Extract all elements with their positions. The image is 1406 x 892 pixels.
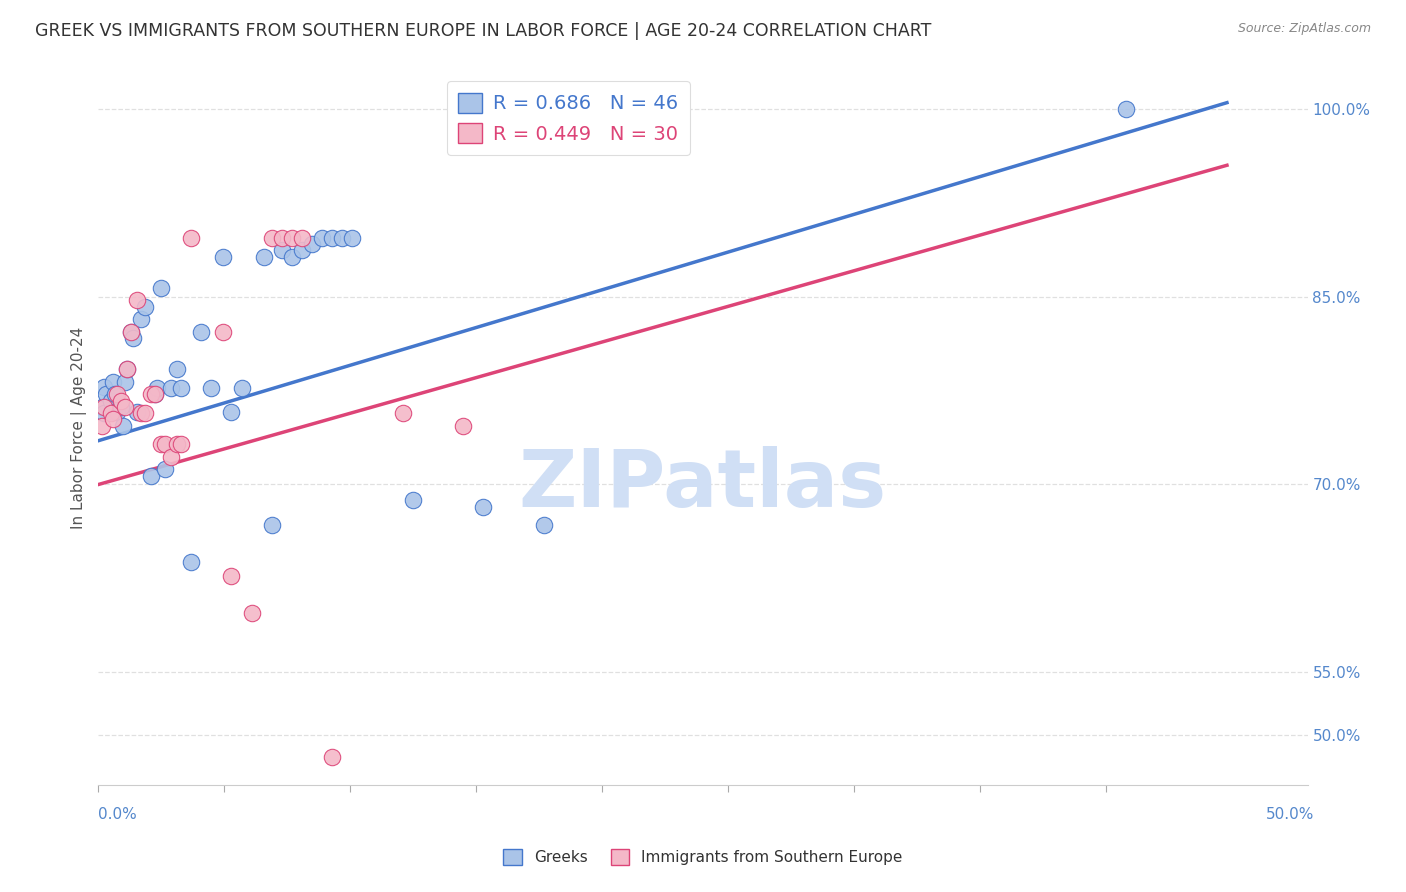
Legend: R = 0.686   N = 46, R = 0.449   N = 30: R = 0.686 N = 46, R = 0.449 N = 30	[447, 81, 690, 155]
Point	[100, 406, 122, 420]
Point	[120, 325, 142, 339]
Point	[134, 406, 156, 420]
Point	[101, 412, 124, 426]
Point	[291, 231, 314, 245]
Point	[1115, 102, 1137, 116]
Point	[402, 492, 425, 507]
Point	[105, 387, 128, 401]
Point	[125, 293, 148, 308]
Point	[240, 607, 263, 621]
Point	[221, 569, 243, 583]
Point	[121, 331, 143, 345]
Point	[342, 231, 364, 245]
Point	[253, 250, 276, 264]
Point	[301, 237, 323, 252]
Point	[146, 381, 169, 395]
Point	[170, 437, 193, 451]
Point	[93, 406, 115, 420]
Point	[330, 231, 353, 245]
Point	[139, 468, 162, 483]
Point	[100, 393, 122, 408]
Point	[311, 231, 333, 245]
Point	[160, 381, 183, 395]
Point	[321, 750, 343, 764]
Point	[134, 300, 156, 314]
Point	[101, 405, 124, 419]
Point	[149, 437, 172, 451]
Point	[212, 250, 235, 264]
Text: GREEK VS IMMIGRANTS FROM SOUTHERN EUROPE IN LABOR FORCE | AGE 20-24 CORRELATION : GREEK VS IMMIGRANTS FROM SOUTHERN EUROPE…	[35, 22, 932, 40]
Point	[115, 362, 138, 376]
Point	[291, 244, 314, 258]
Point	[472, 500, 495, 514]
Point	[212, 325, 235, 339]
Point	[281, 231, 304, 245]
Point	[114, 400, 136, 414]
Point	[91, 400, 114, 414]
Text: ZIPatlas: ZIPatlas	[519, 446, 887, 524]
Point	[160, 450, 183, 464]
Point	[91, 418, 114, 433]
Point	[180, 231, 202, 245]
Point	[110, 393, 132, 408]
Point	[125, 405, 148, 419]
Point	[105, 405, 128, 419]
Point	[391, 406, 413, 420]
Text: 50.0%: 50.0%	[1267, 807, 1315, 822]
Point	[281, 250, 304, 264]
Point	[533, 517, 555, 532]
Point	[153, 462, 176, 476]
Point	[260, 517, 283, 532]
Point	[321, 231, 343, 245]
Point	[260, 231, 283, 245]
Point	[170, 381, 193, 395]
Text: Source: ZipAtlas.com: Source: ZipAtlas.com	[1237, 22, 1371, 36]
Point	[166, 362, 188, 376]
Point	[270, 244, 292, 258]
Text: 0.0%: 0.0%	[98, 807, 138, 822]
Point	[96, 387, 118, 401]
Point	[115, 362, 138, 376]
Point	[111, 418, 134, 433]
Point	[129, 312, 152, 326]
Point	[110, 400, 132, 414]
Point	[143, 387, 166, 401]
Point	[114, 375, 136, 389]
Point	[231, 381, 253, 395]
Point	[93, 380, 115, 394]
Point	[149, 281, 172, 295]
Legend: Greeks, Immigrants from Southern Europe: Greeks, Immigrants from Southern Europe	[498, 843, 908, 871]
Point	[129, 406, 152, 420]
Point	[103, 387, 125, 401]
Point	[166, 437, 188, 451]
Point	[120, 325, 142, 339]
Point	[93, 400, 115, 414]
Point	[451, 418, 474, 433]
Point	[139, 387, 162, 401]
Point	[101, 375, 124, 389]
Point	[153, 437, 176, 451]
Point	[270, 231, 292, 245]
Y-axis label: In Labor Force | Age 20-24: In Labor Force | Age 20-24	[72, 327, 87, 529]
Point	[190, 325, 212, 339]
Point	[143, 387, 166, 401]
Point	[221, 405, 243, 419]
Point	[180, 555, 202, 569]
Point	[200, 381, 222, 395]
